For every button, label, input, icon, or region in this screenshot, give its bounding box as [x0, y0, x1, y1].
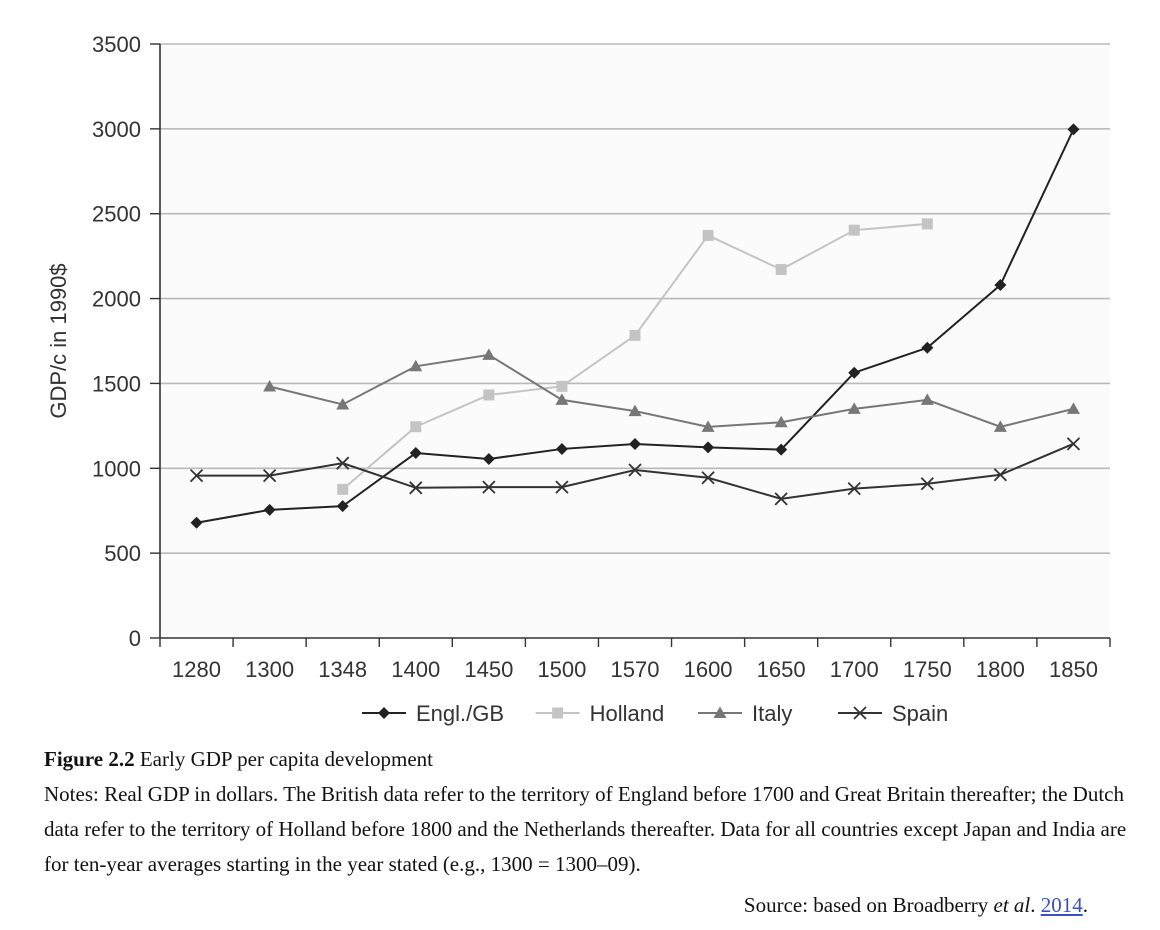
data-point — [629, 438, 641, 451]
data-point — [628, 463, 642, 477]
data-point — [848, 366, 861, 379]
line-chart: 0 500 1000 1500 2000 2500 3000 3500 1280 1300 1348… — [46, 32, 1111, 726]
data-point — [555, 480, 569, 494]
x-tick-label: 1850 — [1049, 657, 1098, 682]
figure-label: Figure 2.2 — [44, 747, 135, 771]
legend-label: Engl./GB — [416, 701, 504, 726]
data-point — [555, 442, 568, 455]
plot-area — [160, 44, 1110, 638]
x-tick-label: 1650 — [757, 657, 806, 682]
data-point — [847, 402, 861, 414]
data-point — [409, 447, 422, 460]
chart-container: 0 500 1000 1500 2000 2500 3000 3500 1280 1300 1348… — [46, 32, 1111, 726]
data-point — [336, 397, 350, 410]
x-tick-label: 1280 — [172, 657, 221, 682]
legend-marker — [552, 707, 564, 719]
data-point — [483, 389, 495, 401]
y-tick-label: 2500 — [92, 202, 141, 227]
x-tick-label: 1800 — [976, 657, 1025, 682]
data-point — [189, 468, 204, 483]
legend-marker — [378, 707, 390, 719]
y-tick-label: 2000 — [92, 287, 141, 312]
data-point — [702, 441, 715, 454]
y-tick-label: 3000 — [92, 117, 141, 142]
data-point — [336, 500, 349, 513]
data-point — [701, 420, 715, 432]
data-point — [556, 380, 568, 392]
y-axis-label: GDP/c in 1990$ — [46, 263, 71, 418]
x-tick-label: 1750 — [903, 657, 952, 682]
legend-label: Holland — [590, 701, 665, 726]
data-point — [847, 482, 861, 496]
data-point — [921, 341, 934, 354]
legend-marker — [853, 706, 867, 720]
legend-label: Spain — [892, 701, 948, 726]
source-line: Source: based on Broadberry et al. 2014. — [744, 893, 1088, 918]
x-tick-label: 1600 — [684, 657, 733, 682]
data-point — [263, 503, 276, 516]
x-tick-label: 1500 — [537, 657, 586, 682]
data-point — [701, 471, 715, 485]
source-dot: . — [1030, 893, 1041, 917]
caption-title-line: Figure 2.2 Early GDP per capita developm… — [44, 742, 1134, 777]
data-point — [336, 456, 350, 470]
data-point — [629, 329, 641, 341]
data-point — [337, 483, 349, 495]
data-point — [921, 218, 933, 230]
data-point — [409, 481, 423, 495]
source-etal: et al — [993, 893, 1031, 917]
figure-notes: Notes: Real GDP in dollars. The British … — [44, 782, 1127, 876]
data-point — [555, 393, 569, 405]
y-tick-label: 1000 — [92, 456, 141, 481]
y-tick-label: 500 — [104, 541, 141, 566]
x-tick-label: 1348 — [318, 657, 367, 682]
data-point — [482, 348, 496, 360]
y-tick-label: 3500 — [92, 32, 141, 57]
legend-label: Italy — [752, 701, 792, 726]
x-tick-label: 1450 — [464, 657, 513, 682]
data-point — [262, 468, 277, 483]
data-point — [774, 415, 788, 428]
source-prefix: Source: based on Broadberry — [743, 893, 994, 917]
source-suffix: . — [1082, 893, 1088, 917]
x-tick-label: 1400 — [391, 657, 440, 682]
data-point — [1066, 402, 1080, 414]
legend-marker — [713, 706, 727, 718]
data-point — [190, 516, 203, 529]
x-tick-label: 1300 — [245, 657, 294, 682]
figure-title: Early GDP per capita development — [134, 747, 433, 771]
data-point — [848, 224, 860, 236]
data-point — [774, 492, 788, 506]
data-point — [482, 480, 496, 494]
data-point — [993, 468, 1008, 482]
x-tick-label: 1700 — [830, 657, 879, 682]
y-tick-label: 0 — [129, 626, 141, 651]
data-point — [702, 229, 714, 241]
series-line-2 — [269, 353, 1074, 428]
data-point — [994, 278, 1007, 291]
data-point — [920, 393, 934, 405]
data-point — [1067, 123, 1080, 136]
figure-caption: Figure 2.2 Early GDP per capita developm… — [44, 742, 1134, 882]
data-point — [482, 452, 495, 465]
data-point — [920, 477, 934, 491]
source-year-link[interactable]: 2014 — [1040, 893, 1083, 917]
data-point — [628, 404, 642, 417]
x-tick-label: 1570 — [611, 657, 660, 682]
data-point — [775, 264, 787, 276]
data-point — [409, 359, 423, 372]
data-point — [993, 420, 1007, 432]
y-tick-label: 1500 — [92, 371, 141, 396]
data-point — [263, 379, 277, 392]
data-point — [410, 421, 422, 433]
data-point — [775, 443, 788, 456]
data-point — [1066, 437, 1081, 451]
